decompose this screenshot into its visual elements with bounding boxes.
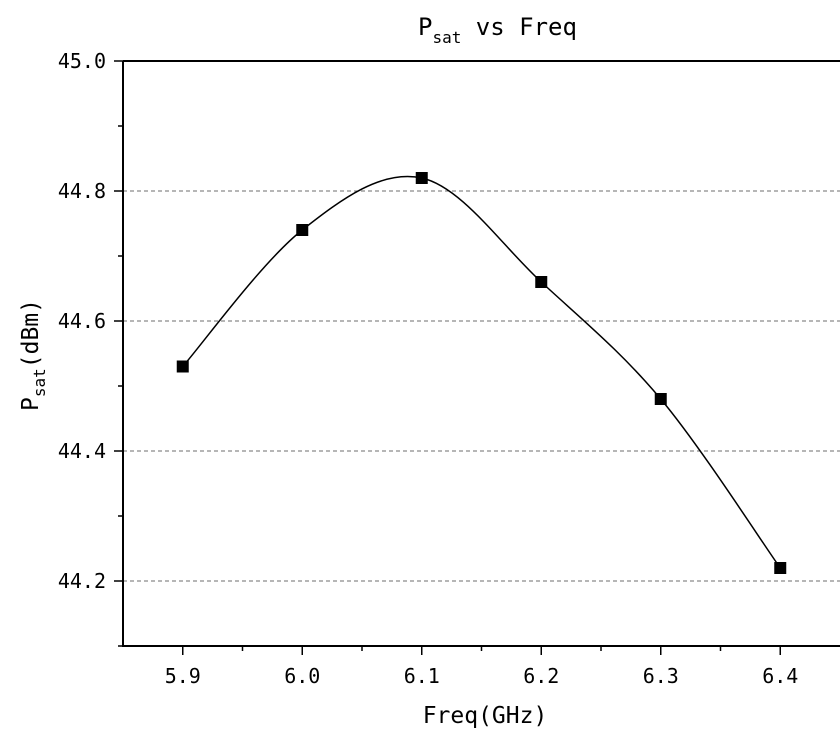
- x-tick-label: 6.0: [284, 664, 320, 688]
- y-tick-label: 44.8: [58, 179, 106, 203]
- data-point-marker: [535, 276, 548, 288]
- data-point-marker: [415, 172, 428, 184]
- y-tick-label: 45.0: [58, 49, 106, 73]
- y-tick-label: 44.6: [58, 309, 106, 333]
- y-axis-label: Psat(dBm): [18, 299, 49, 411]
- gridlines: [123, 190, 840, 582]
- x-axis-label: Freq(GHz): [423, 703, 548, 729]
- x-tick-label: 6.4: [762, 664, 798, 688]
- x-tick-label: 6.1: [404, 664, 440, 688]
- chart-title: Psat vs Freq: [418, 13, 577, 47]
- y-tick-label: 44.2: [58, 569, 106, 593]
- series-group: [176, 172, 787, 574]
- y-axis-ticks: 44.2 44.4 44.6 44.8 45.0: [58, 49, 123, 647]
- data-point-marker: [654, 393, 667, 405]
- data-point-marker: [774, 562, 787, 574]
- y-tick-label: 44.4: [58, 439, 106, 463]
- x-tick-label: 6.3: [643, 664, 679, 688]
- data-point-marker: [296, 224, 309, 236]
- x-tick-label: 5.9: [165, 664, 201, 688]
- data-point-marker: [176, 360, 189, 373]
- x-tick-label: 6.2: [523, 664, 559, 688]
- x-axis-ticks: 5.9 6.0 6.1 6.2 6.3 6.4: [165, 646, 798, 688]
- series-line: [182, 175, 781, 569]
- axes: [122, 60, 840, 647]
